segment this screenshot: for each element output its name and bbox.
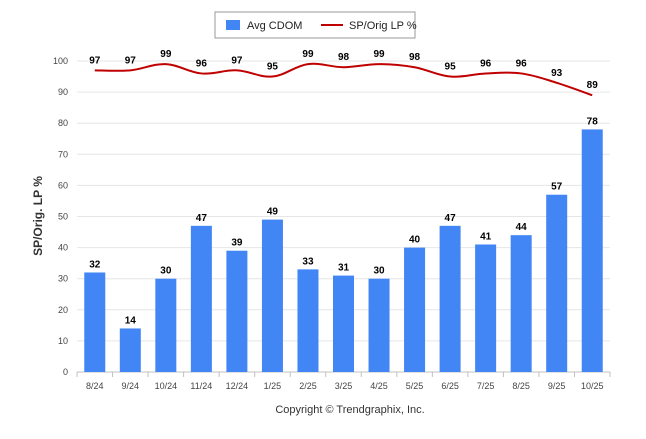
legend-label-sp-orig-lp: SP/Orig LP %: [349, 20, 417, 32]
line-data-label: 96: [196, 58, 208, 69]
x-tick-label: 4/25: [370, 381, 388, 391]
bar-data-label: 33: [302, 256, 314, 267]
bar[interactable]: [333, 275, 354, 372]
line-data-label: 96: [516, 58, 528, 69]
line-data-label: 89: [587, 80, 599, 91]
y-tick-label: 50: [58, 212, 68, 222]
bar-data-label: 44: [516, 222, 528, 233]
y-axis-ticks: 0 10 20 30 40 50 60 70 80 90 100: [53, 56, 68, 377]
bar-data-label: 41: [480, 231, 492, 242]
bar[interactable]: [510, 235, 532, 372]
legend-swatch-avg-cdom: [226, 20, 240, 30]
bar[interactable]: [119, 328, 141, 372]
line-data-label: 98: [409, 52, 421, 63]
line-data-label: 95: [267, 62, 279, 73]
line-data-label: 99: [302, 49, 314, 60]
bar-data-label: 39: [231, 238, 243, 249]
x-tick-label: 12/24: [226, 381, 249, 391]
x-tick-label: 1/25: [264, 381, 282, 391]
bar-data-label: 32: [89, 259, 101, 270]
bar[interactable]: [84, 272, 106, 372]
bar-data-label: 57: [551, 182, 563, 193]
legend-box: [214, 11, 416, 39]
line-data-label: 93: [551, 68, 563, 79]
line-data-label: 99: [373, 49, 385, 60]
y-tick-label: 20: [58, 305, 68, 315]
copyright-credit: Copyright © Trendgraphix, Inc.: [275, 404, 424, 416]
bar-data-label: 30: [160, 266, 172, 277]
y-tick-label: 80: [58, 118, 68, 128]
bar[interactable]: [475, 244, 497, 372]
x-tick-label: 10/24: [155, 381, 178, 391]
bar[interactable]: [226, 250, 248, 372]
line-data-label: 99: [160, 49, 172, 60]
line-data-label: 97: [231, 55, 243, 66]
x-tick-label: 7/25: [477, 381, 495, 391]
y-tick-label: 90: [58, 87, 68, 97]
y-tick-label: 70: [58, 149, 68, 159]
bar[interactable]: [297, 269, 319, 372]
y-tick-label: 10: [58, 336, 68, 346]
bar-data-label: 14: [125, 315, 137, 326]
bar[interactable]: [155, 278, 177, 372]
line-data-label: 98: [338, 52, 350, 63]
line-data-label: 97: [125, 55, 137, 66]
x-tick-label: 2/25: [299, 381, 317, 391]
bar-data-label: 78: [587, 116, 599, 127]
x-tick-label: 9/24: [122, 381, 140, 391]
bar-data-label: 49: [267, 207, 279, 218]
y-tick-label: 30: [58, 274, 68, 284]
line-data-label: 95: [445, 62, 457, 73]
bar-data-labels: 32 14 30 47 39 49 33 31 30 40 47 41 44 57 78: [89, 116, 598, 326]
bar[interactable]: [546, 194, 568, 372]
x-axis-ticks: 8/24 9/24 10/24 11/24 12/24 1/25 2/25 3/25 4/25 5…: [76, 372, 611, 391]
bar[interactable]: [368, 278, 390, 372]
line-data-label: 97: [89, 55, 101, 66]
y-tick-label: 40: [58, 243, 68, 253]
legend[interactable]: Avg CDOM SP/Orig LP %: [214, 11, 417, 39]
line-data-labels: 97 97 99 96 97 95 99 98 99 98 95 96 96 93 89: [89, 49, 598, 91]
bar-series: [84, 129, 603, 372]
x-tick-label: 9/25: [548, 381, 566, 391]
x-tick-label: 10/25: [581, 381, 604, 391]
x-tick-label: 5/25: [406, 381, 424, 391]
bar-data-label: 47: [445, 213, 457, 224]
x-tick-label: 11/24: [190, 381, 212, 391]
bar-data-label: 47: [196, 213, 208, 224]
x-tick-label: 6/25: [441, 381, 459, 391]
bar[interactable]: [404, 247, 426, 372]
y-tick-label: 100: [53, 56, 68, 66]
line-path[interactable]: [94, 62, 593, 97]
line-series: [94, 62, 593, 97]
x-tick-label: 3/25: [335, 381, 353, 391]
bar-data-label: 40: [409, 235, 421, 246]
bar[interactable]: [581, 129, 603, 372]
bar-data-label: 30: [373, 266, 385, 277]
line-data-label: 96: [480, 58, 492, 69]
legend-label-avg-cdom: Avg CDOM: [247, 20, 302, 32]
bar[interactable]: [261, 219, 283, 372]
x-tick-label: 8/25: [512, 381, 530, 391]
y-axis-title: SP/Orig. LP %: [31, 176, 45, 256]
x-tick-label: 8/24: [86, 381, 104, 391]
bar[interactable]: [439, 225, 461, 372]
y-tick-label: 60: [58, 180, 68, 190]
bar-data-label: 31: [338, 263, 350, 274]
y-tick-label: 0: [63, 367, 68, 377]
bar[interactable]: [190, 225, 212, 372]
